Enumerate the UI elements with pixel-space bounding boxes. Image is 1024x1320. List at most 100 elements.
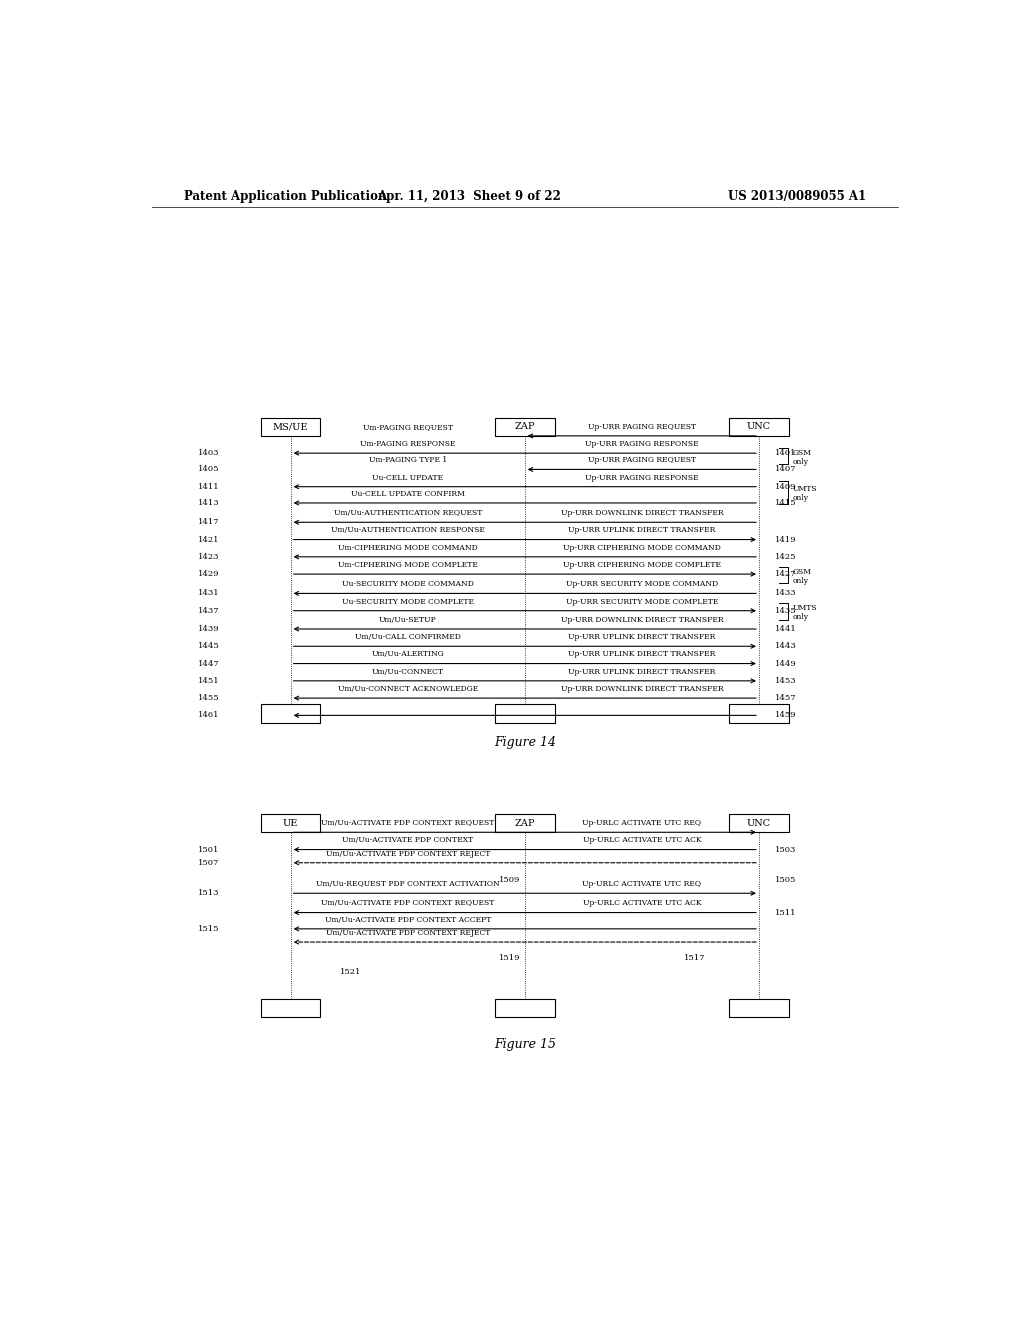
Text: 1461: 1461 [198, 711, 219, 719]
Text: Up-URR PAGING REQUEST: Up-URR PAGING REQUEST [588, 457, 696, 465]
Text: 1521: 1521 [340, 968, 360, 975]
Text: 1447: 1447 [198, 660, 219, 668]
Text: 1423: 1423 [198, 553, 219, 561]
Text: Um/Uu-REQUEST PDP CONTEXT ACTIVATION: Um/Uu-REQUEST PDP CONTEXT ACTIVATION [315, 880, 500, 888]
Text: 1403: 1403 [198, 449, 219, 457]
Bar [495, 814, 555, 833]
Text: 1503: 1503 [775, 846, 796, 854]
Text: UMTS: UMTS [793, 605, 817, 612]
Bar [495, 704, 555, 722]
Text: 1409: 1409 [775, 483, 797, 491]
Bar [261, 999, 321, 1018]
Bar [495, 999, 555, 1018]
Text: Um-CIPHERING MODE COMMAND: Um-CIPHERING MODE COMMAND [338, 544, 477, 552]
Text: Um/Uu-AUTHENTICATION RESPONSE: Um/Uu-AUTHENTICATION RESPONSE [331, 527, 484, 535]
Text: 1443: 1443 [775, 643, 797, 651]
Text: Um/Uu-CONNECT ACKNOWLEDGE: Um/Uu-CONNECT ACKNOWLEDGE [338, 685, 478, 693]
Text: Figure 14: Figure 14 [494, 737, 556, 750]
Text: Um/Uu-ALERTING: Um/Uu-ALERTING [372, 651, 444, 659]
Text: 1437: 1437 [198, 607, 219, 615]
Text: Um-CIPHERING MODE COMPLETE: Um-CIPHERING MODE COMPLETE [338, 561, 477, 569]
Text: 1517: 1517 [684, 954, 705, 962]
Text: Up-URR DOWNLINK DIRECT TRANSFER: Up-URR DOWNLINK DIRECT TRANSFER [560, 510, 723, 517]
Text: Um-PAGING TYPE 1: Um-PAGING TYPE 1 [369, 457, 446, 465]
Text: only: only [793, 495, 808, 503]
Text: 1511: 1511 [775, 908, 797, 916]
Text: Um/Uu-ACTIVATE PDP CONTEXT: Um/Uu-ACTIVATE PDP CONTEXT [342, 837, 473, 845]
Text: Up-URLC ACTIVATE UTC REQ: Up-URLC ACTIVATE UTC REQ [583, 820, 701, 828]
Text: 1449: 1449 [775, 660, 797, 668]
Text: Um/Uu-CONNECT: Um/Uu-CONNECT [372, 668, 443, 676]
Text: Up-URR UPLINK DIRECT TRANSFER: Up-URR UPLINK DIRECT TRANSFER [568, 651, 716, 659]
Text: UMTS: UMTS [793, 486, 817, 494]
Text: UNC: UNC [746, 818, 771, 828]
Text: Um/Uu-ACTIVATE PDP CONTEXT REJECT: Um/Uu-ACTIVATE PDP CONTEXT REJECT [326, 929, 489, 937]
Text: 1455: 1455 [198, 694, 219, 702]
Text: 1431: 1431 [198, 590, 219, 598]
Text: Um-PAGING REQUEST: Um-PAGING REQUEST [362, 422, 453, 430]
Text: US 2013/0089055 A1: US 2013/0089055 A1 [728, 190, 866, 202]
Bar [729, 704, 788, 722]
Text: 1401: 1401 [775, 449, 797, 457]
Text: Um/Uu-SETUP: Um/Uu-SETUP [379, 616, 436, 624]
Text: 1519: 1519 [500, 954, 521, 962]
Text: Um/Uu-ACTIVATE PDP CONTEXT REQUEST: Um/Uu-ACTIVATE PDP CONTEXT REQUEST [322, 899, 495, 907]
Text: 1513: 1513 [198, 890, 219, 898]
Text: Up-URR DOWNLINK DIRECT TRANSFER: Up-URR DOWNLINK DIRECT TRANSFER [560, 616, 723, 624]
Text: 1429: 1429 [198, 570, 219, 578]
Text: GSM: GSM [793, 449, 811, 457]
Text: MS/UE: MS/UE [273, 422, 308, 432]
Text: Up-URR PAGING REQUEST: Up-URR PAGING REQUEST [588, 422, 696, 430]
Text: 1459: 1459 [775, 711, 797, 719]
Text: UNC: UNC [746, 422, 771, 432]
Text: 1407: 1407 [775, 466, 797, 474]
Text: 1435: 1435 [775, 607, 797, 615]
Text: ZAP: ZAP [514, 818, 536, 828]
Text: Up-URR CIPHERING MODE COMPLETE: Up-URR CIPHERING MODE COMPLETE [563, 561, 721, 569]
Text: Up-URR PAGING RESPONSE: Up-URR PAGING RESPONSE [585, 440, 698, 447]
Text: 1441: 1441 [775, 624, 797, 634]
Text: Um/Uu-ACTIVATE PDP CONTEXT REQUEST: Um/Uu-ACTIVATE PDP CONTEXT REQUEST [322, 820, 495, 828]
Text: GSM: GSM [793, 568, 811, 576]
Text: Up-URR DOWNLINK DIRECT TRANSFER: Up-URR DOWNLINK DIRECT TRANSFER [560, 685, 723, 693]
Text: 1415: 1415 [775, 499, 797, 507]
Text: Figure 15: Figure 15 [494, 1039, 556, 1051]
Text: only: only [793, 577, 808, 585]
Text: 1453: 1453 [775, 677, 797, 685]
Text: ZAP: ZAP [514, 422, 536, 432]
Text: 1419: 1419 [775, 536, 797, 544]
Text: 1433: 1433 [775, 590, 797, 598]
Text: 1427: 1427 [775, 570, 797, 578]
Text: Up-URR SECURITY MODE COMMAND: Up-URR SECURITY MODE COMMAND [565, 581, 718, 589]
Text: Up-URLC ACTIVATE UTC REQ: Up-URLC ACTIVATE UTC REQ [583, 880, 701, 888]
Bar [495, 417, 555, 436]
Text: 1413: 1413 [198, 499, 219, 507]
Text: Uu-SECURITY MODE COMPLETE: Uu-SECURITY MODE COMPLETE [342, 598, 474, 606]
Text: 1421: 1421 [198, 536, 219, 544]
Text: 1457: 1457 [775, 694, 797, 702]
Text: Uu-CELL UPDATE CONFIRM: Uu-CELL UPDATE CONFIRM [351, 490, 465, 498]
Text: Um/Uu-ACTIVATE PDP CONTEXT ACCEPT: Um/Uu-ACTIVATE PDP CONTEXT ACCEPT [325, 916, 490, 924]
Text: Apr. 11, 2013  Sheet 9 of 22: Apr. 11, 2013 Sheet 9 of 22 [377, 190, 561, 202]
Bar [729, 999, 788, 1018]
Text: 1509: 1509 [500, 876, 521, 884]
Text: Up-URR UPLINK DIRECT TRANSFER: Up-URR UPLINK DIRECT TRANSFER [568, 527, 716, 535]
Text: 1507: 1507 [198, 859, 219, 867]
Bar [729, 417, 788, 436]
Text: Up-URLC ACTIVATE UTC ACK: Up-URLC ACTIVATE UTC ACK [583, 899, 701, 907]
Text: Uu-CELL UPDATE: Uu-CELL UPDATE [372, 474, 443, 482]
Text: Up-URR CIPHERING MODE COMMAND: Up-URR CIPHERING MODE COMMAND [563, 544, 721, 552]
Text: Um/Uu-AUTHENTICATION REQUEST: Um/Uu-AUTHENTICATION REQUEST [334, 510, 482, 517]
Text: Um/Uu-CALL CONFIRMED: Um/Uu-CALL CONFIRMED [354, 634, 461, 642]
Bar [261, 704, 321, 722]
Text: 1451: 1451 [198, 677, 219, 685]
Text: Um/Uu-ACTIVATE PDP CONTEXT REJECT: Um/Uu-ACTIVATE PDP CONTEXT REJECT [326, 850, 489, 858]
Text: 1501: 1501 [198, 846, 219, 854]
Text: 1425: 1425 [775, 553, 797, 561]
Text: 1411: 1411 [198, 483, 219, 491]
Text: UE: UE [283, 818, 298, 828]
Bar [261, 417, 321, 436]
Text: 1439: 1439 [198, 624, 219, 634]
Text: only: only [793, 614, 808, 622]
Text: Up-URR UPLINK DIRECT TRANSFER: Up-URR UPLINK DIRECT TRANSFER [568, 668, 716, 676]
